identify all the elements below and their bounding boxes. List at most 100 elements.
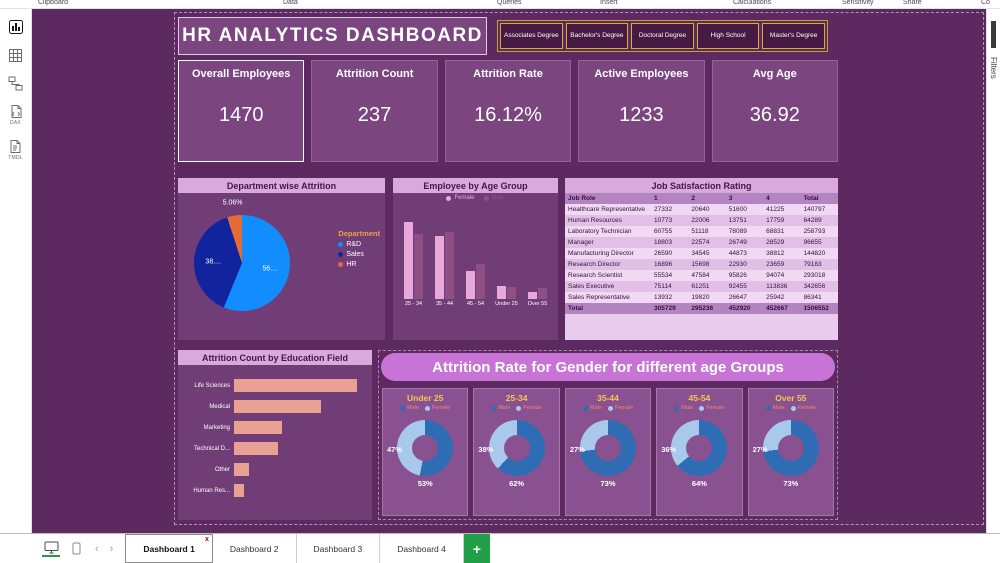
total-cell: 452667 <box>763 303 801 314</box>
next-page-arrow[interactable]: › <box>109 542 114 555</box>
job-satisfaction-panel[interactable]: Job Satisfaction Rating Job Role 1 2 3 4 Tota… <box>565 178 838 340</box>
cell: Sales Representative <box>565 292 651 303</box>
legend-item-r-d[interactable]: R&D <box>338 241 380 248</box>
department-attrition-panel[interactable]: Department wise Attrition Department R&D… <box>178 178 385 340</box>
desktop-view-button[interactable] <box>42 541 60 557</box>
kpi-card-overall-employees[interactable]: Overall Employees 1470 <box>178 60 305 162</box>
bar-female-35-44[interactable] <box>435 236 444 299</box>
prev-page-arrow[interactable]: ‹ <box>95 542 99 555</box>
tab-dashboard-3[interactable]: Dashboard 3 <box>296 534 381 563</box>
tab-label: Dashboard 3 <box>313 543 363 554</box>
degree-filter-bachelor-s-degree[interactable]: Bachelor's Degree <box>565 23 629 49</box>
legend-item-sales[interactable]: Sales <box>338 251 380 258</box>
kpi-card-active-employees[interactable]: Active Employees 1233 <box>578 60 705 162</box>
bar-female-25-34[interactable] <box>404 221 413 299</box>
table-row-sales-executive[interactable]: Sales Executive 75114 61251 92455 113836 3426… <box>565 281 838 292</box>
hbar-row-other: Other <box>178 463 372 476</box>
ribbon-group-clipboard[interactable]: Clipboard <box>38 0 68 6</box>
cell: 16896 <box>651 259 689 270</box>
kpi-card-attrition-count[interactable]: Attrition Count 237 <box>311 60 438 162</box>
bar-female-45-54[interactable] <box>466 270 475 299</box>
donut-card-35-44[interactable]: 35-44 Male Female 73% 27% <box>564 388 652 516</box>
mobile-view-button[interactable] <box>72 542 81 555</box>
table-row-human-resources[interactable]: Human Resources 10773 22006 13751 17759 64289 <box>565 215 838 226</box>
dax-query-view-label: DAX <box>10 120 21 126</box>
bar-female-over-55[interactable] <box>528 291 537 299</box>
male-percent-label: 53% <box>417 479 433 488</box>
donut-chart-over-55[interactable] <box>762 420 819 476</box>
legend-item-female[interactable]: Female <box>446 195 475 201</box>
bar-male-25-34[interactable] <box>414 233 423 299</box>
cell: 25942 <box>763 292 801 303</box>
tab-dashboard-2[interactable]: Dashboard 2 <box>212 534 297 563</box>
tmdl-view-button[interactable]: TMDL <box>8 139 22 161</box>
job-table-wrap: Job Role 1 2 3 4 Total Healthcare Representat… <box>565 193 838 340</box>
table-row-research-director[interactable]: Research Director 16896 15698 22930 23659 791… <box>565 259 838 270</box>
dax-query-view-button[interactable]: DAX <box>9 104 23 126</box>
report-view-button[interactable] <box>8 19 24 35</box>
job-satisfaction-table[interactable]: Job Role 1 2 3 4 Total Healthcare Representat… <box>565 193 838 314</box>
donut-card-under-25[interactable]: Under 25 Male Female 53% 47% <box>382 388 469 516</box>
legend-item-hr[interactable]: HR <box>338 261 380 268</box>
add-page-button[interactable]: + <box>463 534 490 563</box>
ribbon-group-data[interactable]: Data <box>283 0 298 6</box>
kpi-label: Avg Age <box>752 68 797 80</box>
table-row-research-scientist[interactable]: Research Scientist 55534 47584 95826 94074 29… <box>565 270 838 281</box>
bar-male-35-44[interactable] <box>445 232 454 299</box>
table-row-laboratory-technician[interactable]: Laboratory Technician 60755 51118 78089 6883… <box>565 226 838 237</box>
category-label: Technical D... <box>193 445 230 452</box>
ribbon-group-co[interactable]: Co <box>981 0 990 6</box>
legend-item-male[interactable]: Male <box>483 195 505 201</box>
kpi-card-avg-age[interactable]: Avg Age 36.92 <box>711 60 839 162</box>
donut-chart-25-34[interactable] <box>488 420 545 476</box>
ribbon-group-calculations[interactable]: Calculations <box>733 0 772 6</box>
tab-dashboard-1[interactable]: Dashboard 1 x <box>125 534 213 563</box>
kpi-card-attrition-rate[interactable]: Attrition Rate 16.12% <box>444 60 572 162</box>
donut-chart-35-44[interactable] <box>580 420 637 476</box>
degree-filter-high-school[interactable]: High School <box>696 23 760 49</box>
bar-male-under-25[interactable] <box>507 287 516 299</box>
ribbon-group-queries[interactable]: Queries <box>497 0 522 6</box>
table-row-sales-representative[interactable]: Sales Representative 13932 19820 26647 25942… <box>565 292 838 303</box>
bar-life-sciences[interactable] <box>234 379 357 392</box>
scrollbar-thumb[interactable] <box>991 21 996 48</box>
ribbon-group-sensitivity[interactable]: Sensitivity <box>842 0 874 6</box>
bar-marketing[interactable] <box>234 421 283 434</box>
model-view-button[interactable] <box>8 76 23 91</box>
job-table-body: Healthcare Representative 27332 20640 51600… <box>565 204 838 314</box>
donut-chart-45-54[interactable] <box>671 420 728 476</box>
donut-card-title: 25-34 <box>505 393 528 403</box>
age-group-panel[interactable]: Employee by Age Group Female Male 25 - 34… <box>393 178 558 340</box>
pie-slice-label-sales: 38.... <box>205 258 222 266</box>
degree-filter-doctoral-degree[interactable]: Doctoral Degree <box>631 23 694 49</box>
donut-chart-under-25[interactable] <box>397 420 454 476</box>
legend-label: Male <box>681 405 694 411</box>
page-tab-bar: ‹ › Dashboard 1 x Dashboard 2 Dashboard 3 Da… <box>0 533 1000 563</box>
tab-close-icon[interactable]: x <box>204 536 209 543</box>
cell: 113836 <box>763 281 801 292</box>
table-row-manufacturing-director[interactable]: Manufacturing Director 26590 34545 44873 388… <box>565 248 838 259</box>
degree-filter-associates-degree[interactable]: Associates Degree <box>500 23 563 49</box>
bar-other[interactable] <box>234 463 250 476</box>
donut-card-25-34[interactable]: 25-34 Male Female 62% 38% <box>473 388 560 516</box>
legend-label: Male <box>407 405 419 411</box>
cell: 51118 <box>688 226 726 237</box>
department-pie[interactable] <box>194 215 290 311</box>
table-row-manager[interactable]: Manager 18803 22574 26749 28529 96655 <box>565 237 838 248</box>
table-view-button[interactable] <box>8 48 23 63</box>
bar-human-res[interactable] <box>234 484 244 497</box>
donut-card-45-54[interactable]: 45-54 Male Female 64% 36% <box>656 388 743 516</box>
bar-male-over-55[interactable] <box>538 288 547 299</box>
bar-male-45-54[interactable] <box>476 264 485 299</box>
ribbon-group-insert[interactable]: Insert <box>600 0 618 6</box>
donut-card-over-55[interactable]: Over 55 Male Female 73% 27% <box>747 388 835 516</box>
filters-pane-collapsed[interactable]: Filters <box>986 9 1000 533</box>
education-field-panel[interactable]: Attrition Count by Education Field Life … <box>178 350 372 520</box>
table-row-healthcare-representative[interactable]: Healthcare Representative 27332 20640 51600… <box>565 204 838 215</box>
tab-dashboard-4[interactable]: Dashboard 4 <box>380 534 464 563</box>
bar-technical-d[interactable] <box>234 442 279 455</box>
bar-medical[interactable] <box>234 400 321 413</box>
ribbon-group-share[interactable]: Share <box>903 0 922 6</box>
bar-female-under-25[interactable] <box>497 285 506 299</box>
degree-filter-master-s-degree[interactable]: Master's Degree <box>762 23 825 49</box>
